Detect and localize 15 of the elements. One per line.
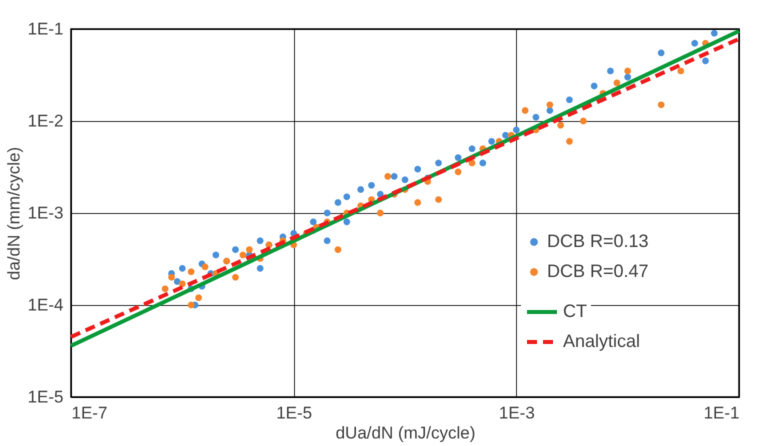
y-tick-label: 1E-3	[28, 204, 64, 222]
x-tick-label: 1E-5	[276, 404, 312, 422]
y-tick-label: 1E-5	[28, 388, 64, 406]
legend-label: CT	[563, 301, 587, 321]
x-tick-label: 1E-3	[498, 404, 535, 422]
y-tick-label: 1E-1	[28, 20, 64, 38]
legend-label: Analytical	[563, 331, 640, 351]
y-tick-label: 1E-4	[28, 296, 64, 314]
x-tick-label: 1E-1	[704, 404, 740, 422]
x-axis-title: dUa/dN (mJ/cycle)	[336, 424, 476, 442]
legend-label: DCB R=0.47	[547, 261, 649, 281]
x-tick-label: 1E-7	[72, 404, 108, 422]
y-tick-label: 1E-2	[28, 112, 64, 130]
legend-label: DCB R=0.13	[547, 231, 649, 251]
y-axis-title: da/dN (mm/cycle)	[4, 146, 24, 280]
